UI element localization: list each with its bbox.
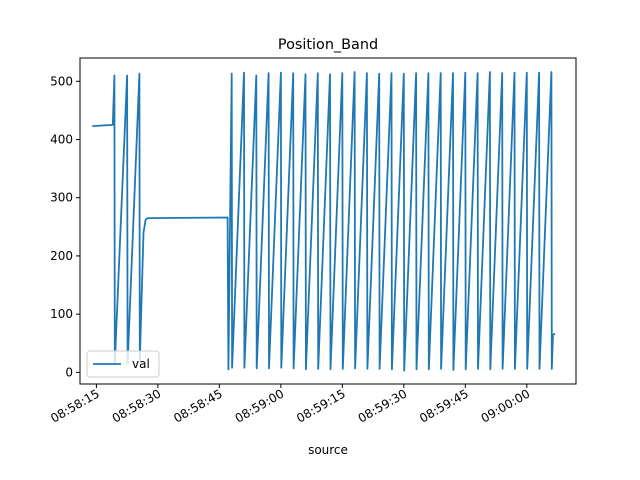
y-axis: 0 100 200 300 400 500	[50, 74, 80, 379]
series-line-val	[92, 71, 556, 372]
y-tick-label: 500	[50, 74, 73, 88]
y-tick-label: 100	[50, 307, 73, 321]
x-axis-label: source	[308, 443, 348, 457]
plot-area	[79, 57, 577, 385]
x-tick-label: 08:59:45	[417, 386, 471, 425]
x-tick-label: 08:59:00	[233, 386, 287, 425]
legend-label-val: val	[132, 357, 150, 371]
legend[interactable]: val	[86, 350, 160, 378]
x-axis: 08:58:15 08:58:30 08:58:45 08:59:00 08:59:15…	[48, 384, 532, 426]
x-tick-label: 08:58:45	[171, 386, 225, 425]
x-tick-label: 08:59:30	[356, 386, 410, 425]
chart-title: Position_Band	[278, 37, 378, 53]
plot-frame	[79, 57, 577, 385]
x-tick-label: 08:59:15	[294, 386, 348, 425]
y-tick-label: 200	[50, 249, 73, 263]
x-tick-label: 08:58:15	[48, 386, 102, 425]
y-tick-label: 400	[50, 133, 73, 147]
y-tick-label: 0	[65, 365, 73, 379]
legend-box	[86, 350, 160, 378]
x-tick-label: 08:58:30	[110, 386, 164, 425]
x-tick-label: 09:00:00	[479, 386, 533, 425]
y-tick-label: 300	[50, 191, 73, 205]
